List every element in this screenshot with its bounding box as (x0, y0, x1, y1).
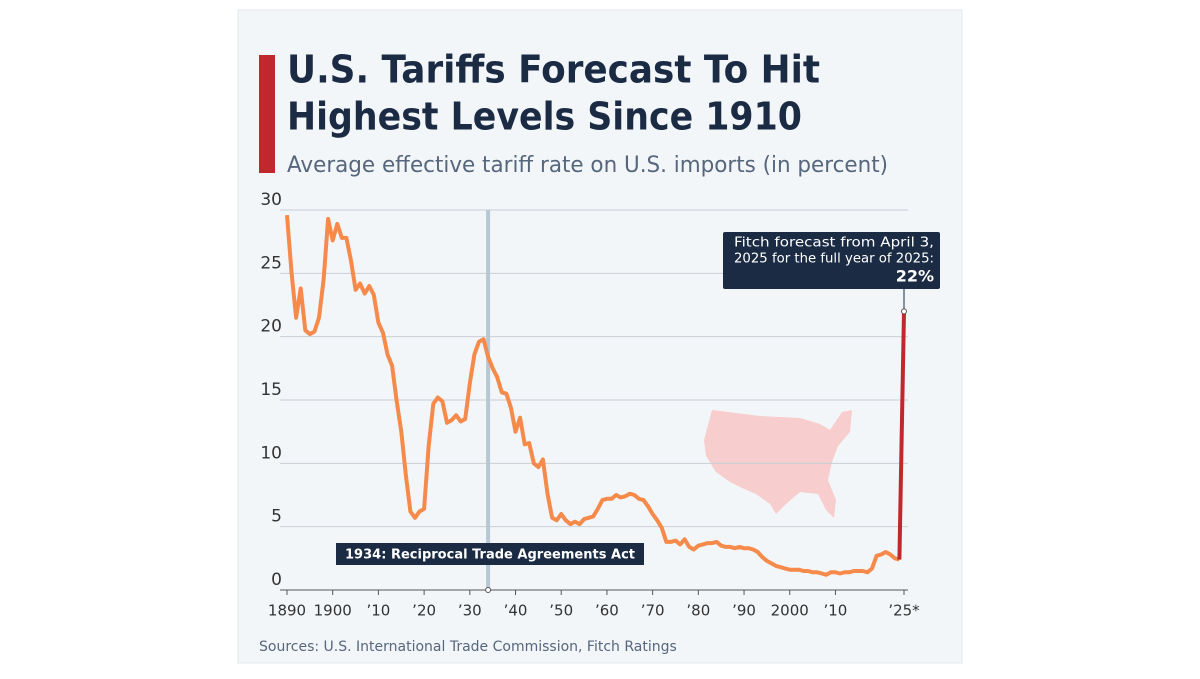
y-tick-label: 5 (271, 507, 282, 527)
line (285, 214, 900, 577)
value-label: 22% (896, 267, 934, 286)
x-tick-label: ’80 (686, 602, 710, 620)
source: Sources: U.S. International Trade Commis… (259, 639, 677, 655)
x-tick-label: ’40 (504, 602, 528, 620)
x-tick-label: 2000 (771, 602, 809, 620)
x-tick-label: ’10 (824, 602, 848, 620)
x-tick-label: ’30 (458, 602, 482, 620)
y-tick-label: 30 (260, 190, 282, 210)
y-tick-label: 20 (260, 317, 282, 337)
x-tick-label: ’60 (595, 602, 619, 620)
x-tick-label: ’90 (732, 602, 756, 620)
x-tick-label: 1890 (268, 602, 306, 620)
x-tick-label: ’10 (366, 602, 390, 620)
chart-title: U.S. Tariffs Forecast To Hit (287, 48, 820, 92)
point (901, 308, 907, 315)
line (897, 311, 906, 560)
y-tick-label: 0 (271, 570, 282, 590)
annotation-dot (485, 587, 492, 593)
y-tick-label: 25 (260, 253, 282, 273)
callout-text: 2025 for the full year of 2025: (734, 252, 934, 267)
y-tick-label: 10 (260, 443, 282, 463)
us-map (704, 410, 852, 518)
callout-box (723, 232, 940, 289)
annotation-box (336, 543, 644, 565)
x-tick-label: ’25* (888, 602, 920, 620)
x-tick-label: ’50 (549, 602, 573, 620)
chart-title: Highest Levels Since 1910 (287, 95, 802, 139)
annotation-text: 1934: Reciprocal Trade Agreements Act (345, 548, 635, 563)
title-accent (259, 55, 275, 173)
x-tick-label: ’20 (412, 602, 436, 620)
chart-subtitle: Average effective tariff rate on U.S. im… (287, 153, 888, 178)
y-tick-label: 15 (260, 380, 282, 400)
x-tick-label: ’70 (641, 602, 665, 620)
callout-text: Fitch forecast from April 3, (734, 236, 934, 251)
x-tick-label: 1900 (314, 602, 352, 620)
